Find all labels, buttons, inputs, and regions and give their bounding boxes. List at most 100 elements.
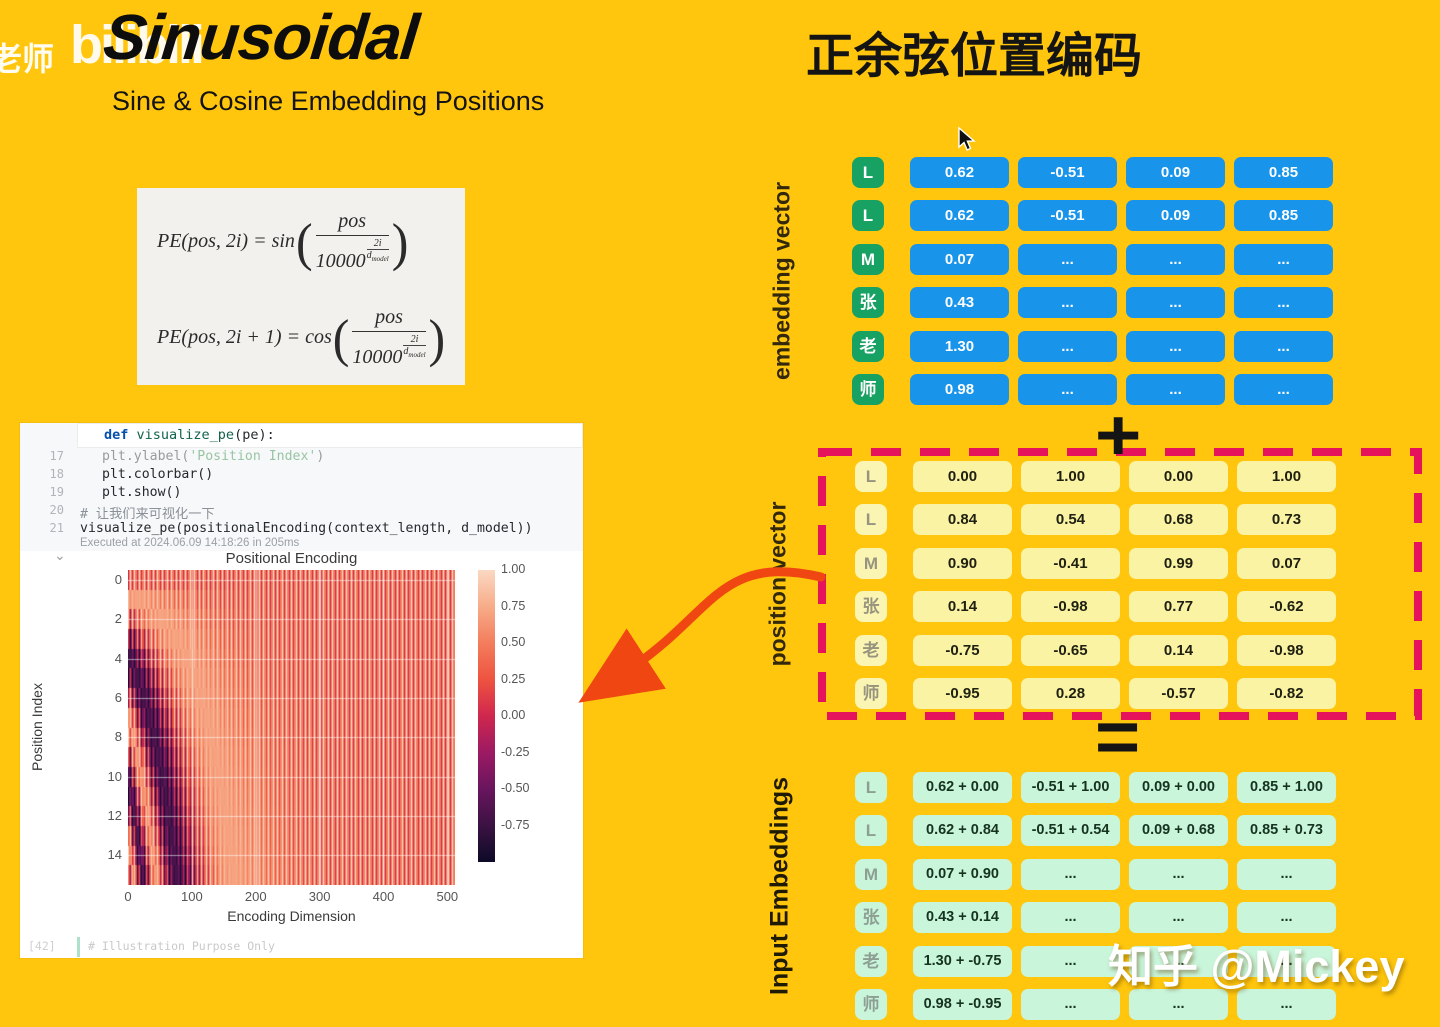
code-line: # 让我们来可视化一下 — [80, 507, 215, 522]
table-row: 老 1.30......... — [852, 330, 1333, 362]
code-line: plt.colorbar() — [102, 467, 214, 482]
left-paren: ( — [332, 308, 350, 367]
colorbar-tick: -0.50 — [501, 781, 530, 795]
value-cell: 0.62 — [910, 157, 1009, 188]
value-cell: ... — [1237, 858, 1336, 890]
value-cell: 0.98 + -0.95 — [913, 989, 1012, 1020]
token-chip: L — [852, 200, 884, 232]
value-cell: 0.09 — [1126, 157, 1225, 188]
colorbar — [478, 570, 495, 862]
formula-sin-lhs: PE(pos, 2i) = sin — [157, 230, 295, 252]
token-chip: L — [852, 157, 884, 188]
value-cell: 0.85 + 1.00 — [1237, 772, 1336, 803]
token-chip: 张 — [855, 902, 887, 934]
value-cell: ... — [1021, 902, 1120, 934]
table-row: L 0.84 0.54 0.68 0.73 — [855, 504, 1336, 536]
value-cell: -0.62 — [1237, 591, 1336, 623]
table-row: 师 -0.95 0.28 -0.57 -0.82 — [855, 678, 1336, 709]
x-axis-tick: 500 — [436, 889, 459, 904]
y-axis-tick: 6 — [114, 689, 122, 705]
value-cell: 0.00 — [913, 461, 1012, 492]
table-row: L 0.62 -0.51 0.09 0.85 — [852, 157, 1333, 188]
execution-status: Executed at 2024.06.09 14:18:26 in 205ms — [80, 537, 300, 549]
table-row: L 0.62 -0.51 0.09 0.85 — [852, 200, 1333, 232]
formula-cos: PE(pos, 2i + 1) = cos ( pos 10000 2i dmode… — [157, 306, 446, 369]
token-chip: M — [855, 547, 887, 579]
notebook-panel: def visualize_pe(pe): 17 plt.ylabel('Posi… — [20, 423, 583, 958]
embedding-vector-label: embedding vector — [768, 181, 795, 381]
pointer-arrow — [578, 567, 826, 703]
token-chip: 师 — [855, 989, 887, 1020]
plus-operator: + — [1094, 395, 1142, 476]
value-cell: ... — [1129, 989, 1228, 1020]
mouse-cursor-icon — [958, 126, 976, 151]
value-cell: 1.00 — [1021, 461, 1120, 492]
value-cell: -0.41 — [1021, 547, 1120, 579]
value-cell: 0.62 + 0.00 — [913, 772, 1012, 803]
collapse-chevron-icon: ⌄ — [54, 547, 66, 563]
value-cell: -0.57 — [1129, 678, 1228, 709]
table-row: 老 1.30 + -0.75......... — [855, 945, 1336, 977]
value-cell: 0.54 — [1021, 504, 1120, 536]
value-cell: ... — [1021, 858, 1120, 890]
x-axis-tick: 300 — [308, 889, 331, 904]
value-cell: 0.09 + 0.68 — [1129, 815, 1228, 847]
value-cell: ... — [1234, 330, 1333, 362]
code-line: plt.ylabel('Position Index') — [102, 449, 325, 464]
colorbar-tick: 0.00 — [501, 708, 526, 722]
page-title-chinese: 正余弦位置编码 — [806, 30, 1143, 83]
value-cell: 0.85 — [1234, 157, 1333, 188]
equals-operator: = — [1094, 695, 1141, 778]
table-row: 老 -0.75 -0.65 0.14 -0.98 — [855, 634, 1336, 666]
value-cell: 0.07 — [1237, 547, 1336, 579]
value-cell: 0.28 — [1021, 678, 1120, 709]
table-row: L 0.00 1.00 0.00 1.00 — [855, 461, 1336, 492]
value-cell: 0.43 + 0.14 — [913, 902, 1012, 934]
x-axis-tick: 400 — [372, 889, 395, 904]
value-cell: 0.14 — [1129, 634, 1228, 666]
value-cell: 0.00 — [1129, 461, 1228, 492]
table-row: 张 0.43......... — [852, 287, 1333, 319]
table-row: M 0.07......... — [852, 243, 1333, 275]
teacher-watermark: 老师 — [0, 41, 55, 77]
value-cell: ... — [1129, 945, 1228, 977]
value-cell: ... — [1021, 945, 1120, 977]
value-cell: 0.09 + 0.00 — [1129, 772, 1228, 803]
value-cell: 0.90 — [913, 547, 1012, 579]
positional-encoding-heatmap — [128, 570, 455, 885]
value-cell: ... — [1018, 243, 1117, 275]
colorbar-tick: 0.75 — [501, 598, 526, 613]
token-chip: 师 — [855, 678, 887, 709]
value-cell: -0.51 + 1.00 — [1021, 772, 1120, 803]
value-cell: ... — [1018, 287, 1117, 319]
line-number: 17 — [49, 449, 64, 463]
value-cell: ... — [1126, 330, 1225, 362]
x-axis-tick: 0 — [124, 889, 132, 904]
value-cell: ... — [1129, 902, 1228, 934]
value-cell: -0.51 — [1018, 200, 1117, 232]
table-row: M 0.90 -0.41 0.99 0.07 — [855, 547, 1336, 579]
formula-sin-fraction: pos 10000 2i dmodel — [315, 210, 389, 272]
value-cell: 1.30 — [910, 330, 1009, 362]
value-cell: 0.07 + 0.90 — [913, 858, 1012, 890]
y-axis-tick: 12 — [107, 808, 122, 824]
chart-ylabel: Position Index — [29, 683, 45, 771]
token-chip: 老 — [852, 330, 884, 362]
formula-sin: PE(pos, 2i) = sin ( pos 10000 2i dmodel ) — [157, 210, 409, 273]
value-cell: 0.62 — [910, 200, 1009, 232]
x-axis-tick: 200 — [244, 889, 267, 904]
y-axis-tick: 8 — [114, 729, 122, 745]
y-axis-tick: 2 — [114, 611, 122, 627]
value-cell: ... — [1234, 243, 1333, 275]
line-number: 21 — [49, 521, 64, 535]
token-chip: L — [855, 504, 887, 536]
table-row: L 0.62 + 0.84 -0.51 + 0.54 0.09 + 0.68 0.85 … — [855, 815, 1336, 847]
value-cell: 0.98 — [910, 374, 1009, 405]
value-cell: 0.85 — [1234, 200, 1333, 232]
token-chip: 老 — [855, 945, 887, 977]
position-vector-dashed-border — [818, 448, 1422, 720]
code-tooltip: def visualize_pe(pe): — [77, 423, 583, 448]
value-cell: -0.95 — [913, 678, 1012, 709]
value-cell: 0.68 — [1129, 504, 1228, 536]
y-axis-tick: 0 — [114, 571, 122, 587]
